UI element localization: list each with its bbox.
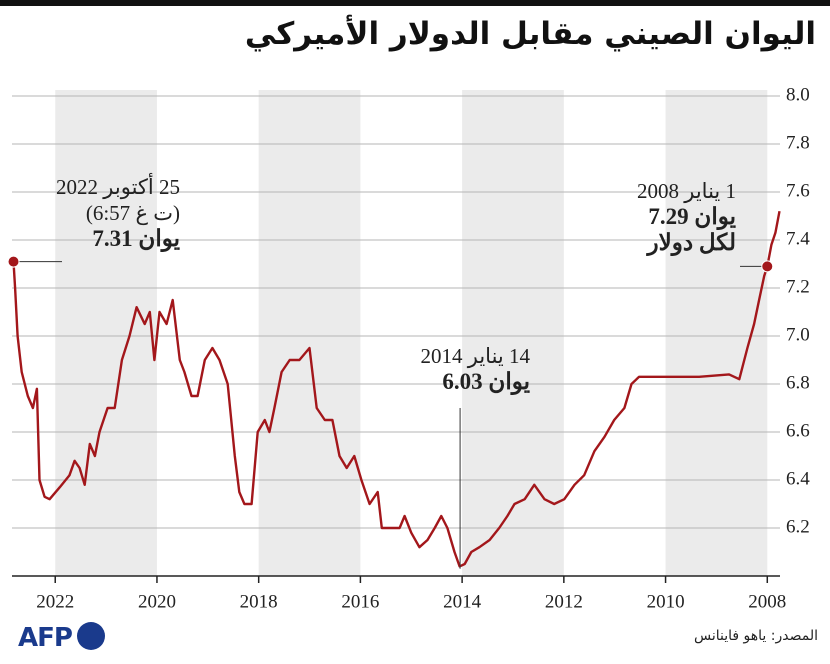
x-tick-label: 2014 xyxy=(443,591,482,612)
x-tick-label: 2022 xyxy=(36,591,74,612)
y-tick-label: 6.8 xyxy=(786,372,810,393)
annotation-date: 14 يناير 2014 xyxy=(420,344,530,368)
annotation-date: 25 أكتوبر 2022 xyxy=(56,175,180,199)
x-tick-label: 2018 xyxy=(240,591,278,612)
logo-dot xyxy=(77,622,106,650)
annotation: 14 يناير 2014 6.03 يوان xyxy=(420,343,530,395)
annotation: 25 أكتوبر 2022 (6:57 ت غ) 7.31 يوان xyxy=(56,174,180,252)
y-tick-label: 6.4 xyxy=(786,468,810,489)
x-tick-label: 2020 xyxy=(138,591,176,612)
annotation-sublabel: لكل دولار xyxy=(647,230,736,255)
annotation-date: 1 يناير 2008 xyxy=(636,179,736,203)
annotation-label: 7.29 يوان xyxy=(648,204,736,229)
y-tick-label: 7.6 xyxy=(786,180,810,201)
x-tick-label: 2010 xyxy=(647,591,685,612)
annotation: 1 يناير 2008 7.29 يوان لكل دولار xyxy=(637,178,736,256)
x-tick-label: 2016 xyxy=(341,591,379,612)
year-band xyxy=(665,90,768,576)
y-tick-label: 6.6 xyxy=(786,420,810,441)
y-tick-label: 7.4 xyxy=(786,228,810,249)
year-band xyxy=(258,90,361,576)
data-line xyxy=(12,210,781,568)
top-bar xyxy=(0,0,830,6)
logo: AFP xyxy=(18,622,106,656)
annotation-label: 7.31 يوان xyxy=(92,226,180,251)
chart-title: اليوان الصيني مقابل الدولار الأميركي xyxy=(244,16,816,52)
annotation-dot xyxy=(761,260,774,273)
y-tick-label: 7.2 xyxy=(786,276,810,297)
logo-text: AFP xyxy=(18,623,73,653)
annotation-note: (6:57 ت غ) xyxy=(85,201,180,225)
x-tick-label: 2012 xyxy=(545,591,583,612)
y-tick-label: 8.0 xyxy=(786,84,810,105)
y-tick-label: 7.0 xyxy=(786,324,810,345)
y-tick-label: 6.2 xyxy=(786,516,810,537)
year-band xyxy=(462,90,564,576)
source: المصدر: ياهو فاينانس xyxy=(694,628,818,644)
y-tick-label: 7.8 xyxy=(786,132,810,153)
annotation-label: 6.03 يوان xyxy=(442,369,530,394)
x-tick-label: 2008 xyxy=(748,591,786,612)
annotation-dot xyxy=(7,255,20,268)
year-band xyxy=(55,90,157,576)
